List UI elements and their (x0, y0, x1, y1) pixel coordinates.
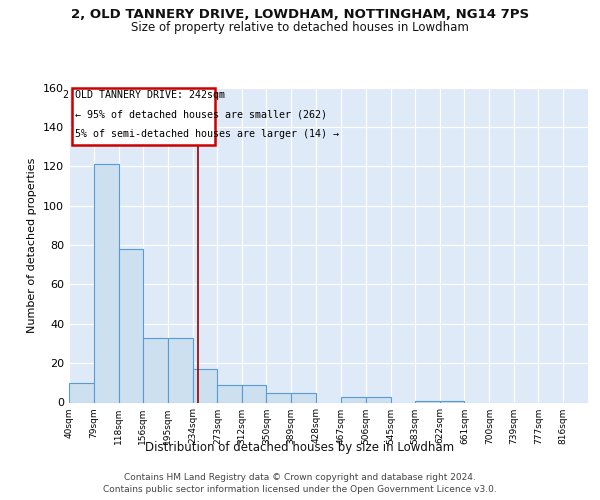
Text: 2, OLD TANNERY DRIVE, LOWDHAM, NOTTINGHAM, NG14 7PS: 2, OLD TANNERY DRIVE, LOWDHAM, NOTTINGHA… (71, 8, 529, 20)
Text: Distribution of detached houses by size in Lowdham: Distribution of detached houses by size … (145, 441, 455, 454)
Bar (168, 338, 193, 402)
Bar (341, 396, 366, 402)
Bar (217, 385, 242, 402)
Text: Contains public sector information licensed under the Open Government Licence v3: Contains public sector information licen… (103, 485, 497, 494)
Bar (193, 369, 217, 402)
Bar (242, 385, 266, 402)
Bar (69, 383, 94, 402)
Bar (440, 400, 464, 402)
Y-axis label: Number of detached properties: Number of detached properties (28, 158, 37, 332)
Bar (291, 392, 316, 402)
Bar (143, 338, 168, 402)
Bar (266, 392, 291, 402)
Text: 5% of semi-detached houses are larger (14) →: 5% of semi-detached houses are larger (1… (75, 129, 339, 139)
FancyBboxPatch shape (72, 88, 215, 144)
Bar (415, 400, 440, 402)
Bar (366, 396, 391, 402)
Text: 2 OLD TANNERY DRIVE: 242sqm: 2 OLD TANNERY DRIVE: 242sqm (63, 90, 225, 101)
Bar (94, 164, 119, 402)
Text: ← 95% of detached houses are smaller (262): ← 95% of detached houses are smaller (26… (75, 109, 327, 119)
Text: Contains HM Land Registry data © Crown copyright and database right 2024.: Contains HM Land Registry data © Crown c… (124, 472, 476, 482)
Text: Size of property relative to detached houses in Lowdham: Size of property relative to detached ho… (131, 22, 469, 35)
Bar (119, 249, 143, 402)
